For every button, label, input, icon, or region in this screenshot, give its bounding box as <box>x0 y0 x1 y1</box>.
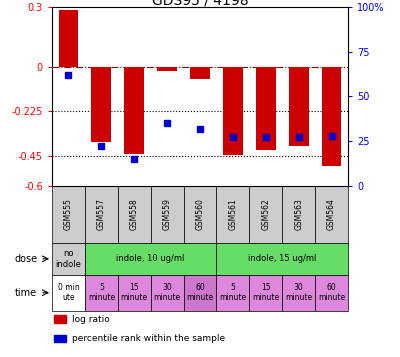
Bar <box>282 186 315 243</box>
Text: no
indole: no indole <box>56 249 81 268</box>
Bar <box>256 67 276 150</box>
Bar <box>289 67 308 146</box>
Bar <box>151 186 184 243</box>
Bar <box>52 275 85 311</box>
Bar <box>216 243 348 275</box>
Bar <box>315 275 348 311</box>
Text: 30
minute: 30 minute <box>154 283 181 302</box>
Bar <box>184 186 216 243</box>
Text: GSM557: GSM557 <box>97 198 106 230</box>
Bar <box>58 10 78 67</box>
Text: 30
minute: 30 minute <box>285 283 312 302</box>
Text: indole, 10 ug/ml: indole, 10 ug/ml <box>116 254 185 263</box>
Bar <box>52 186 85 243</box>
Bar <box>118 275 151 311</box>
Bar <box>157 67 177 71</box>
Bar <box>322 67 342 166</box>
Bar <box>151 275 184 311</box>
Text: 15
minute: 15 minute <box>121 283 148 302</box>
Bar <box>85 243 216 275</box>
Text: indole, 15 ug/ml: indole, 15 ug/ml <box>248 254 316 263</box>
Text: GSM560: GSM560 <box>196 198 204 230</box>
Bar <box>190 67 210 79</box>
Bar <box>92 67 111 142</box>
Bar <box>54 315 66 323</box>
Text: 5
minute: 5 minute <box>219 283 246 302</box>
Bar <box>85 186 118 243</box>
Bar <box>118 186 151 243</box>
Bar <box>54 335 66 342</box>
Bar <box>282 275 315 311</box>
Bar <box>216 186 249 243</box>
Text: GSM562: GSM562 <box>261 198 270 230</box>
Text: dose: dose <box>14 254 37 264</box>
Text: GSM563: GSM563 <box>294 198 303 230</box>
Bar <box>124 67 144 154</box>
Text: percentile rank within the sample: percentile rank within the sample <box>72 334 225 343</box>
Text: time: time <box>15 288 37 298</box>
Text: GSM558: GSM558 <box>130 198 139 230</box>
Text: log ratio: log ratio <box>72 315 110 324</box>
Text: GSM561: GSM561 <box>228 198 237 230</box>
Bar <box>184 275 216 311</box>
Bar <box>85 275 118 311</box>
Title: GDS95 / 4198: GDS95 / 4198 <box>152 0 248 7</box>
Bar <box>249 275 282 311</box>
Text: GSM564: GSM564 <box>327 198 336 230</box>
Text: 15
minute: 15 minute <box>252 283 279 302</box>
Text: GSM555: GSM555 <box>64 198 73 230</box>
Bar <box>223 67 243 155</box>
Text: 5
minute: 5 minute <box>88 283 115 302</box>
Bar <box>216 275 249 311</box>
Bar <box>249 186 282 243</box>
Text: 60
minute: 60 minute <box>318 283 345 302</box>
Text: GSM559: GSM559 <box>163 198 172 230</box>
Bar <box>52 243 85 275</box>
Text: 60
minute: 60 minute <box>186 283 214 302</box>
Text: 0 min
ute: 0 min ute <box>58 283 79 302</box>
Bar <box>315 186 348 243</box>
